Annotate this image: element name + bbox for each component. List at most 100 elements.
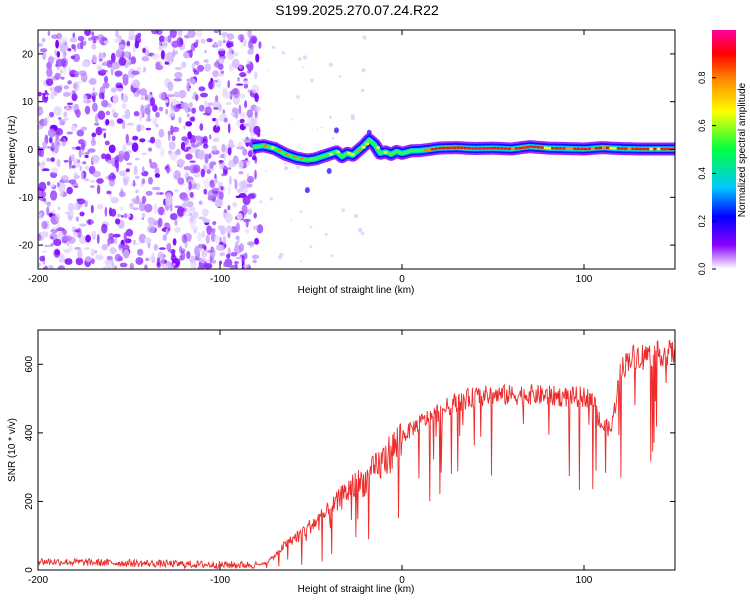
noise-blob <box>222 165 229 175</box>
noise-blob <box>202 138 207 143</box>
ridge-core-seg <box>351 153 355 156</box>
noise-blob <box>145 190 153 196</box>
noise-blob <box>38 106 44 116</box>
ridge-core-seg <box>278 149 282 152</box>
noise-blob <box>90 139 96 147</box>
colorbar-label: Normalized spectral amplitude <box>737 82 748 217</box>
noise-blob <box>129 262 134 269</box>
noise-blob <box>170 265 175 269</box>
noise-blob <box>213 178 217 185</box>
noise-blob <box>247 48 254 55</box>
noise-blob <box>207 80 215 90</box>
noise-blob <box>95 113 99 124</box>
noise-blob <box>133 200 142 205</box>
ridge-spur <box>304 187 310 194</box>
noise-blob <box>190 206 196 212</box>
noise-blob <box>79 223 87 227</box>
noise-blob <box>104 140 110 146</box>
noise-blob <box>74 229 80 233</box>
noise-blob <box>154 173 160 178</box>
noise-blob <box>145 127 152 131</box>
ridge-core-seg <box>503 147 508 150</box>
signal-ridge-core <box>263 142 675 160</box>
noise-blob <box>169 108 176 118</box>
noise-blob <box>117 44 126 49</box>
noise-blob <box>204 63 211 72</box>
ridge-spur <box>366 129 372 136</box>
noise-blob <box>96 178 104 184</box>
noise-blob <box>71 146 77 150</box>
noise-blob <box>84 154 89 158</box>
noise-blob <box>63 235 72 242</box>
noise-blob <box>350 114 355 118</box>
noise-blob <box>125 238 132 244</box>
noise-blob <box>141 178 146 185</box>
noise-blob <box>197 232 202 242</box>
chart-title: S199.2025.270.07.24.R22 <box>275 2 439 18</box>
noise-blob <box>72 32 76 39</box>
noise-blob <box>189 191 194 198</box>
noise-blob <box>76 129 85 137</box>
ridge-core-seg <box>463 146 468 150</box>
noise-blob <box>41 250 48 253</box>
noise-blob <box>114 70 123 77</box>
noise-blob <box>115 30 119 38</box>
noise-blob <box>178 90 187 99</box>
noise-blob <box>226 102 232 106</box>
noise-blob <box>158 247 166 250</box>
noise-blob <box>271 45 276 49</box>
noise-blob <box>142 166 145 173</box>
noise-blob <box>40 48 48 53</box>
noise-blob <box>38 43 44 47</box>
ridge-core-seg <box>620 147 624 150</box>
noise-blob <box>220 70 225 75</box>
colorbar-tick-label: 0.2 <box>697 215 707 228</box>
noise-blob <box>296 165 301 170</box>
noise-blob <box>251 84 260 94</box>
noise-blob <box>193 246 200 256</box>
noise-blob <box>228 47 234 55</box>
noise-blob <box>255 53 260 63</box>
noise-blob <box>140 96 145 100</box>
noise-blob <box>208 153 212 159</box>
noise-blob <box>140 104 145 114</box>
noise-blob <box>198 200 203 206</box>
noise-blob <box>111 256 114 267</box>
noise-blob <box>79 165 83 172</box>
noise-blob <box>155 111 160 118</box>
noise-blob <box>63 111 68 118</box>
noise-blob <box>100 53 105 59</box>
ridge-core-seg <box>482 147 486 150</box>
noise-blob <box>39 212 42 217</box>
noise-blob <box>131 142 139 152</box>
noise-blob <box>235 222 240 233</box>
noise-blob <box>51 34 58 39</box>
noise-blob <box>174 219 178 226</box>
ridge-core-seg <box>442 146 446 150</box>
noise-blob <box>300 260 303 263</box>
noise-blob <box>88 77 97 86</box>
noise-blob <box>78 148 82 158</box>
noise-blob <box>183 210 191 217</box>
noise-blob <box>169 213 178 221</box>
noise-blob <box>218 244 225 252</box>
noise-blob <box>38 143 41 146</box>
noise-blob <box>68 210 75 217</box>
noise-blob <box>253 71 258 80</box>
noise-blob <box>196 30 203 38</box>
noise-blob <box>103 75 109 83</box>
noise-blob <box>173 91 180 98</box>
ridge-core-seg <box>584 147 588 151</box>
noise-blob <box>236 212 243 221</box>
noise-blob <box>212 145 217 152</box>
ridge-core-seg <box>631 147 635 150</box>
noise-blob <box>62 118 67 123</box>
ridge-spur <box>326 168 332 175</box>
ridge-core-seg <box>493 146 497 150</box>
noise-blob <box>100 40 103 45</box>
noise-blob <box>180 141 186 151</box>
ridge-core-seg <box>562 147 566 150</box>
noise-blob <box>150 97 155 106</box>
noise-blob <box>168 249 176 254</box>
ridge-core-seg <box>434 147 439 150</box>
